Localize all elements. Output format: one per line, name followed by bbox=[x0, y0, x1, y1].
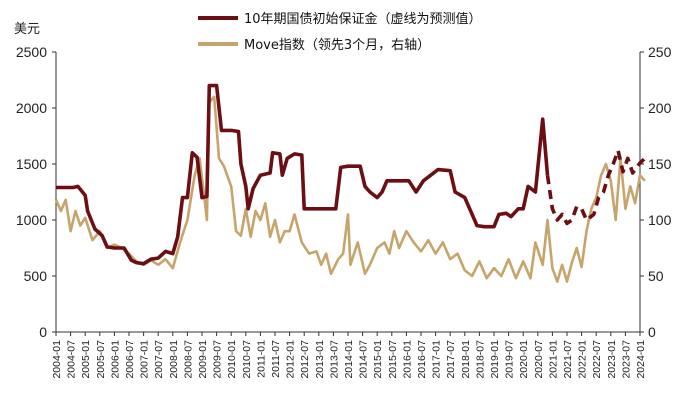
x-tick-label: 2018-07 bbox=[474, 340, 486, 379]
x-tick-label: 2022-07 bbox=[591, 340, 603, 379]
y-right-tick-label: 100 bbox=[648, 212, 672, 228]
x-tick-label: 2021-01 bbox=[547, 340, 559, 379]
y-left-tick-label: 0 bbox=[39, 324, 47, 340]
series-line-move bbox=[54, 95, 646, 283]
y-left-tick-label: 1500 bbox=[16, 156, 47, 172]
x-tick-label: 2012-07 bbox=[299, 340, 311, 379]
x-tick-label: 2007-01 bbox=[139, 340, 151, 379]
x-tick-label: 2019-01 bbox=[489, 340, 501, 379]
series-lines bbox=[54, 83, 647, 283]
y-left-tick-label: 2500 bbox=[16, 44, 47, 60]
y-left-tick-label: 500 bbox=[24, 268, 48, 284]
x-tick-label: 2009-07 bbox=[212, 340, 224, 379]
x-tick-label: 2007-07 bbox=[153, 340, 165, 379]
x-tick-label: 2004-07 bbox=[66, 340, 78, 379]
series-line-margin-forecast bbox=[545, 148, 647, 226]
x-tick-label: 2009-01 bbox=[197, 340, 209, 379]
x-tick-label: 2020-01 bbox=[518, 340, 530, 379]
x-tick-label: 2018-01 bbox=[460, 340, 472, 379]
y-left-unit: 美元 bbox=[14, 22, 40, 37]
x-tick-label: 2013-07 bbox=[328, 340, 340, 379]
axes: 0 500 1000 1500 2000 2500 0 50 100 150 200 250 2004-… bbox=[16, 44, 672, 379]
x-tick-label: 2015-01 bbox=[372, 340, 384, 379]
x-tick-label: 2023-07 bbox=[620, 340, 632, 379]
y-right-tick-label: 0 bbox=[648, 324, 656, 340]
series-line-margin bbox=[56, 83, 550, 266]
x-tick-label: 2020-07 bbox=[533, 340, 545, 379]
y-right-tick-label: 150 bbox=[648, 156, 672, 172]
x-tick-label: 2023-01 bbox=[606, 340, 618, 379]
y-left-tick-label: 2000 bbox=[16, 100, 47, 116]
x-tick-label: 2017-07 bbox=[445, 340, 457, 379]
x-tick-label: 2014-01 bbox=[343, 340, 355, 379]
x-tick-label: 2015-07 bbox=[387, 340, 399, 379]
x-tick-label: 2012-01 bbox=[285, 340, 297, 379]
x-tick-label: 2014-07 bbox=[358, 340, 370, 379]
x-tick-label: 2008-07 bbox=[182, 340, 194, 379]
x-tick-label: 2017-01 bbox=[431, 340, 443, 379]
y-right-tick-label: 250 bbox=[648, 44, 672, 60]
y-right-tick-label: 50 bbox=[648, 268, 664, 284]
legend-label-move: Move指数（领先3个月，右轴） bbox=[244, 38, 430, 53]
x-tick-label: 2016-07 bbox=[416, 340, 428, 379]
x-tick-label: 2006-07 bbox=[124, 340, 136, 379]
x-tick-label: 2011-07 bbox=[270, 340, 282, 378]
x-tick-label: 2021-07 bbox=[562, 340, 574, 379]
x-tick-label: 2006-01 bbox=[109, 340, 121, 379]
x-tick-label: 2004-01 bbox=[51, 340, 63, 379]
x-tick-label: 2022-01 bbox=[577, 340, 589, 379]
x-tick-label: 2019-07 bbox=[504, 340, 516, 379]
y-right-tick-label: 200 bbox=[648, 100, 672, 116]
legend-label-margin: 10年期国债初始保证金（虚线为预测值） bbox=[244, 11, 482, 27]
x-tick-label: 2005-07 bbox=[95, 340, 107, 379]
x-tick-label: 2013-01 bbox=[314, 340, 326, 379]
x-tick-label: 2024-01 bbox=[635, 340, 647, 379]
x-tick-label: 2010-07 bbox=[241, 340, 253, 379]
x-tick-label: 2011-01 bbox=[255, 340, 267, 378]
x-tick-label: 2008-01 bbox=[168, 340, 180, 379]
x-tick-label: 2005-01 bbox=[80, 340, 92, 379]
x-tick-label: 2010-01 bbox=[226, 340, 238, 379]
legend: 10年期国债初始保证金（虚线为预测值） Move指数（领先3个月，右轴） bbox=[198, 11, 482, 53]
y-left-tick-label: 1000 bbox=[16, 212, 47, 228]
x-tick-label: 2016-01 bbox=[401, 340, 413, 379]
